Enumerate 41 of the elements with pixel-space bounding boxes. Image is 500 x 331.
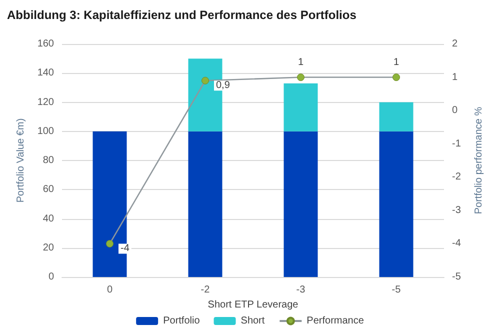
y2-tick-label: -1 [452, 138, 462, 150]
point [202, 76, 209, 84]
x-tick-label: 0 [106, 284, 113, 296]
x-axis-title: Short ETP Leverage [208, 299, 299, 310]
bar [188, 131, 222, 277]
y2-tick-label: -5 [452, 272, 462, 282]
legend-label: Portfolio [163, 316, 200, 326]
data-label: 0,9 [216, 80, 230, 92]
y-tick-label: 80 [42, 155, 54, 166]
chart-title: Abbildung 3: Kapitaleffizienz und Performance des Portfolios [7, 8, 357, 22]
y2-axis-title: Portfolio performance % [474, 106, 484, 214]
y-tick-label: 140 [37, 68, 54, 79]
bar [379, 131, 414, 277]
x-tick-label: -3 [296, 284, 306, 296]
x-tick-label: -2 [200, 284, 210, 296]
y2-tick-label: 0 [452, 105, 458, 116]
point [392, 74, 400, 82]
bar [284, 131, 318, 277]
bar [379, 102, 414, 132]
y-tick-label: 40 [42, 213, 54, 224]
point [106, 240, 114, 248]
data-label: 1 [393, 57, 400, 68]
y2-tick-label: 2 [452, 38, 458, 50]
y2-tick-label: 1 [452, 72, 458, 83]
y-tick-label: 120 [37, 96, 54, 108]
y-tick-label: 100 [37, 126, 54, 137]
y-tick-label: 0 [48, 272, 54, 282]
y2-tick-label: -2 [452, 172, 462, 183]
data-label: 1 [298, 57, 304, 68]
y2-tick-label: -4 [452, 238, 462, 250]
legend-label: Short [240, 316, 265, 326]
legend-label: Performance [306, 316, 364, 326]
y2-tick-label: -3 [452, 204, 462, 216]
y-tick-label: 20 [42, 242, 54, 254]
y-tick-label: 60 [42, 184, 54, 196]
point [297, 74, 304, 82]
x-tick-label: -5 [392, 284, 402, 296]
data-label: -4 [120, 243, 130, 254]
bar [284, 83, 318, 132]
y-axis-title: Portfolio Value €m) [16, 118, 26, 203]
y-tick-label: 160 [37, 38, 54, 50]
